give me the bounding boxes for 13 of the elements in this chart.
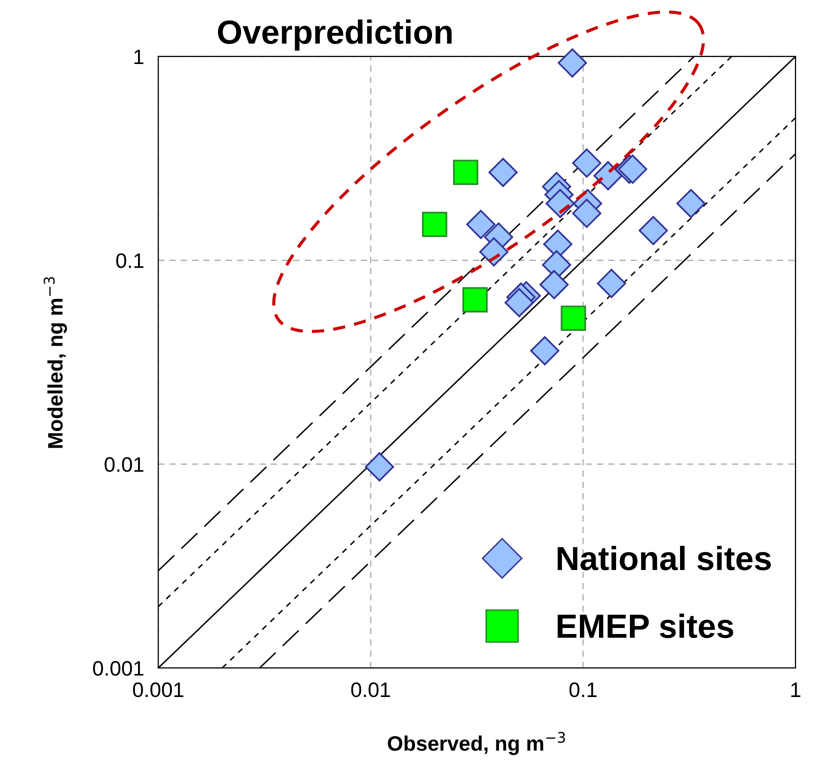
x-tick-label: 1 bbox=[791, 682, 800, 697]
y-tick-label: 1 bbox=[134, 50, 144, 64]
y-tick-label: 0.1 bbox=[116, 253, 144, 268]
x-tick-label: 0.001 bbox=[133, 682, 184, 698]
legend-label: National sites bbox=[558, 546, 771, 570]
text: Overprediction bbox=[218, 20, 452, 51]
x-tick-label: 0.01 bbox=[351, 682, 390, 698]
x-tick-label: 0.1 bbox=[569, 682, 597, 698]
y-tick-label: 0.01 bbox=[104, 457, 144, 472]
y-tick-label: 0.001 bbox=[93, 660, 144, 676]
y-axis-title: Modelled, ng m$^{−3}$ bbox=[44, 277, 67, 448]
x-axis-title: Observed, ng m$^{−3}$ bbox=[388, 732, 565, 756]
legend-label: EMEP sites bbox=[558, 614, 734, 638]
